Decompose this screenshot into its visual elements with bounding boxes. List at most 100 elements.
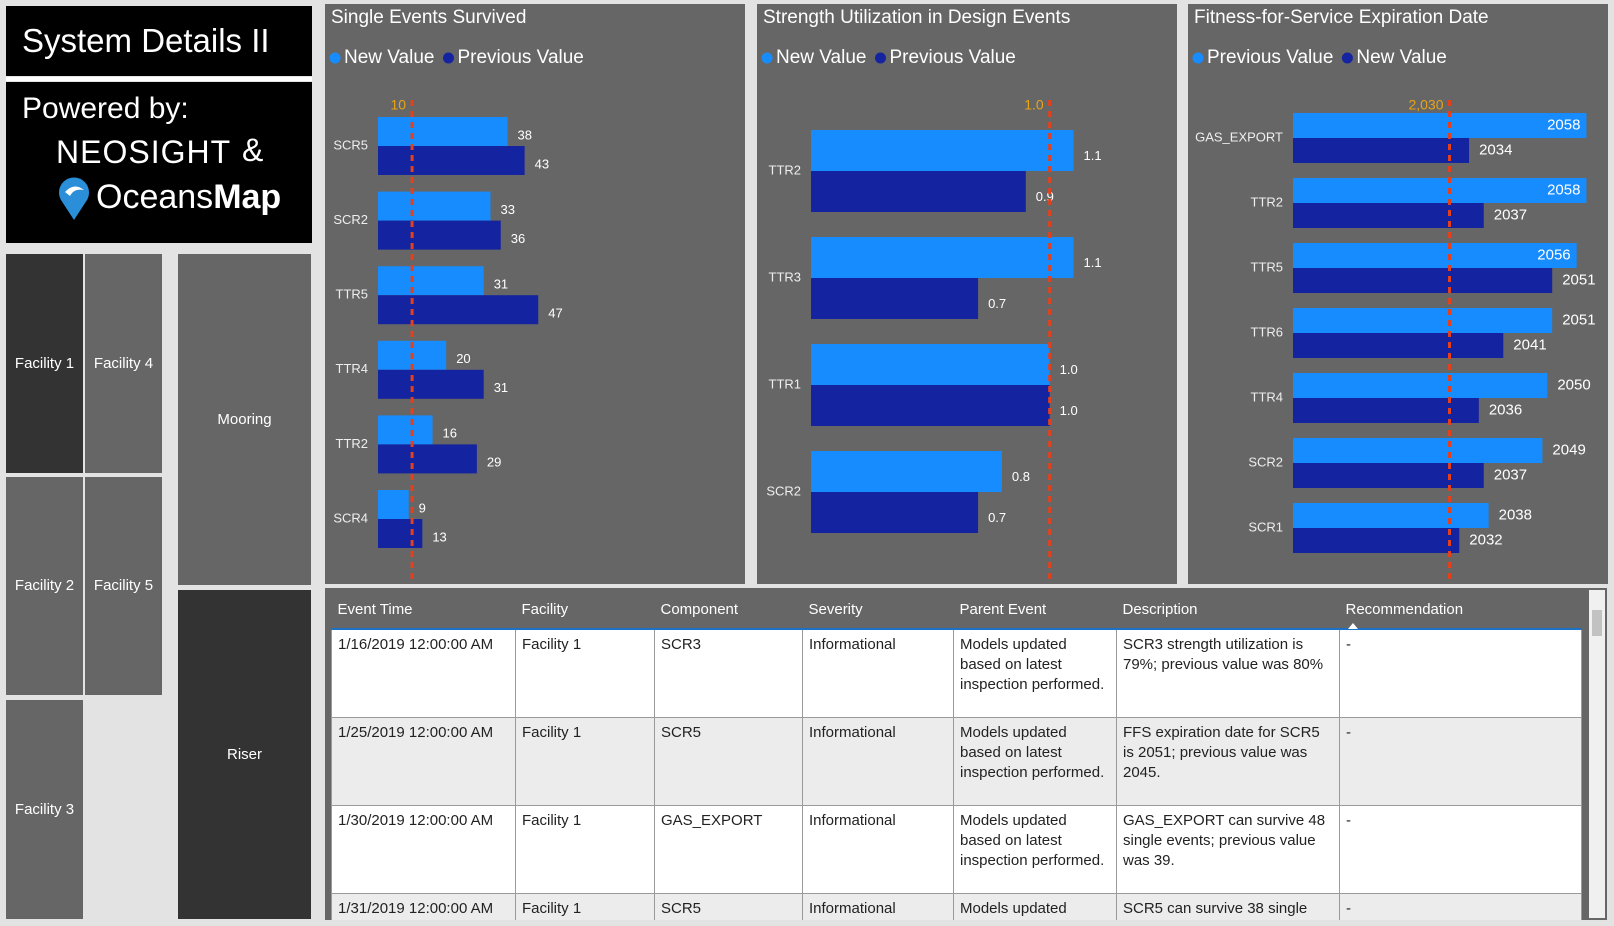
- data-label: 1.1: [1084, 255, 1102, 270]
- column-header: Recommendation: [1339, 592, 1582, 630]
- legend-label: Previous Value: [889, 47, 1015, 68]
- data-label: 2050: [1557, 376, 1590, 393]
- table-cell: SCR3 strength utilization is 79%; previo…: [1116, 628, 1340, 718]
- table-cell: 1/31/2019 12:00:00 AM: [331, 893, 516, 920]
- bar: [378, 369, 484, 399]
- legend-label: New Value: [1356, 47, 1446, 68]
- bar: [378, 444, 477, 474]
- bar: [378, 266, 484, 296]
- table-cell: Models updated: [953, 893, 1117, 920]
- category-label: SCR2: [766, 483, 801, 498]
- title-box: System Details II: [6, 6, 312, 76]
- legend-marker: [1192, 52, 1204, 64]
- legend-label: Previous Value: [1207, 47, 1333, 68]
- data-label: 38: [518, 127, 532, 142]
- chart-title: Fitness-for-Service Expiration Date: [1194, 7, 1489, 28]
- reference-label: 10: [391, 97, 407, 113]
- facility-tile[interactable]: Facility 4: [85, 254, 162, 473]
- table-cell: 1/16/2019 12:00:00 AM: [331, 628, 516, 718]
- divider: [6, 77, 312, 81]
- riser-tile[interactable]: Riser: [178, 590, 311, 919]
- facility-label: Facility 5: [93, 577, 154, 594]
- table-cell: Informational: [802, 717, 954, 806]
- facility-tile[interactable]: Facility 5: [85, 477, 162, 695]
- legend-marker: [874, 52, 886, 64]
- oceans-text: Oceans: [96, 178, 214, 216]
- bar: [811, 171, 1026, 212]
- legend-label: Previous Value: [457, 47, 583, 68]
- table-cell: Informational: [802, 805, 954, 894]
- facility-label: Facility 2: [14, 577, 75, 594]
- data-label: 0.7: [988, 510, 1006, 525]
- legend-marker: [761, 52, 773, 64]
- data-label: 2032: [1469, 531, 1502, 548]
- data-label: 1.1: [1084, 148, 1102, 163]
- data-label: 31: [494, 380, 508, 395]
- category-label: TTR4: [336, 361, 369, 376]
- column-header: Component: [654, 592, 803, 630]
- mooring-tile[interactable]: Mooring: [178, 254, 311, 585]
- legend-label: New Value: [344, 47, 434, 68]
- chart-title: Single Events Survived: [331, 7, 526, 28]
- bar: [378, 415, 433, 445]
- data-label: 1.0: [1060, 362, 1078, 377]
- bar: [378, 146, 525, 175]
- chart-panel: [1188, 4, 1608, 584]
- bar: [378, 117, 508, 146]
- category-label: TTR2: [769, 162, 802, 177]
- bar: [1293, 243, 1577, 268]
- table-cell: Models updated based on latest inspectio…: [953, 628, 1117, 718]
- data-label: 2034: [1479, 141, 1512, 158]
- bar: [1293, 528, 1460, 553]
- column-header: Severity: [802, 592, 954, 630]
- facility-tile[interactable]: Facility 2: [6, 477, 83, 695]
- bar: [1293, 113, 1587, 138]
- event-table: Event Time Facility Component Severity Paren…: [325, 588, 1607, 920]
- column-header: Event Time: [331, 592, 516, 630]
- bar: [811, 385, 1050, 426]
- legend-marker: [329, 52, 341, 64]
- category-label: TTR4: [1251, 389, 1284, 404]
- table-row: 1/30/2019 12:00:00 AM Facility 1 GAS_EXPOR…: [331, 805, 1582, 894]
- facility-label: Facility 3: [14, 800, 75, 818]
- data-label: 2058: [1547, 116, 1580, 133]
- bar: [1293, 438, 1543, 463]
- bar: [1293, 398, 1479, 423]
- scroll-thumb[interactable]: [1592, 610, 1602, 636]
- data-label: 2056: [1537, 246, 1570, 263]
- bar: [1293, 503, 1489, 528]
- bar: [1293, 463, 1484, 488]
- data-label: 16: [443, 426, 457, 441]
- data-label: 33: [501, 202, 515, 217]
- table: Event Time Facility Component Severity Paren…: [331, 592, 1582, 920]
- table-row: 1/25/2019 12:00:00 AM Facility 1 SCR5 Infor…: [331, 717, 1582, 806]
- riser-label: Riser: [226, 745, 262, 763]
- table-cell: Models updated based on latest inspectio…: [953, 805, 1117, 894]
- data-label: 2051: [1562, 311, 1595, 328]
- data-label: 31: [494, 276, 508, 291]
- oceansmap-logo: OceansMap: [96, 178, 281, 217]
- bar: [378, 519, 423, 548]
- category-label: TTR6: [1251, 324, 1284, 339]
- facility-label: Facility 1: [14, 354, 75, 372]
- data-label: 9: [419, 500, 426, 515]
- data-label: 2037: [1494, 466, 1527, 483]
- table-cell: 1/25/2019 12:00:00 AM: [331, 717, 516, 806]
- data-label: 2058: [1547, 181, 1580, 198]
- table-cell: SCR5 can survive 38 single: [1116, 893, 1340, 920]
- facility-tile[interactable]: Facility 1: [6, 254, 83, 473]
- table-row: 1/16/2019 12:00:00 AM Facility 1 SCR3 Infor…: [331, 628, 1582, 718]
- table-cell: GAS_EXPORT can survive 48 single events;…: [1116, 805, 1340, 894]
- table-cell: -: [1339, 628, 1582, 718]
- charts: Single Events Survived New Value Previous …: [325, 4, 1608, 584]
- table-cell: FFS expiration date for SCR5 is 2051; pr…: [1116, 717, 1340, 806]
- column-header: Parent Event: [953, 592, 1117, 630]
- facility-tile[interactable]: Facility 3: [6, 700, 83, 919]
- column-header: Facility: [515, 592, 655, 630]
- neosight-logo: NEOSIGHT: [56, 134, 232, 170]
- bar: [378, 220, 501, 250]
- table-body: 1/16/2019 12:00:00 AM Facility 1 SCR3 Infor…: [331, 628, 1582, 920]
- scrollbar[interactable]: [1589, 590, 1605, 918]
- table-cell: -: [1339, 717, 1582, 806]
